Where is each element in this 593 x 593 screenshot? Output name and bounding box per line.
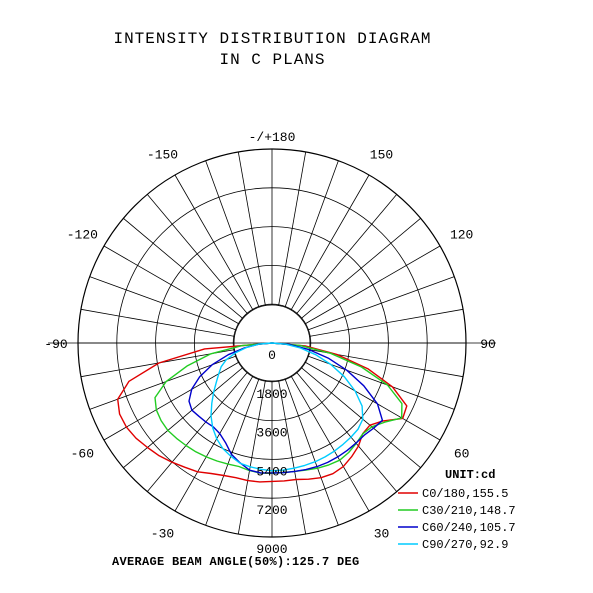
radial-tick-label-1800: 1800 [256, 387, 287, 402]
grid-spoke-120 [304, 245, 441, 325]
chart-title-line-2: IN C PLANS [219, 51, 326, 69]
grid-spoke-30 [290, 375, 370, 512]
grid-spoke-190 [237, 151, 266, 306]
grid-spoke-60 [304, 361, 441, 441]
radial-tick-label-0: 0 [268, 348, 276, 363]
legend-label-2: C60/240,105.7 [422, 521, 516, 535]
chart-title-line-1: INTENSITY DISTRIBUTION DIAGRAM [113, 30, 432, 48]
angle-label-120: 120 [450, 228, 473, 243]
radial-tick-label-9000: 9000 [256, 542, 287, 557]
grid-spoke-170 [278, 151, 307, 306]
grid-spoke-350 [237, 380, 266, 535]
grid-spoke-210 [174, 174, 254, 311]
axis-labels: 0 1800 3600 5400 7200 9000 -/+180 150 -150 120 -12… [44, 130, 496, 557]
grid-spoke-240 [103, 245, 240, 325]
angle-label-neg90: -90 [44, 337, 67, 352]
series-layer [117, 342, 408, 483]
grid-spoke-340 [205, 378, 260, 526]
angle-label-neg150: -150 [147, 147, 178, 162]
grid-spoke-220 [146, 194, 248, 315]
grid-spoke-130 [300, 217, 421, 319]
angle-label-30: 30 [374, 527, 390, 542]
grid-spoke-40 [296, 371, 398, 492]
radial-tick-label-7200: 7200 [256, 503, 287, 518]
average-beam-angle: AVERAGE BEAM ANGLE(50%):125.7 DEG [112, 555, 360, 569]
angle-label-90: 90 [480, 337, 496, 352]
grid-spoke-50 [300, 367, 421, 469]
grid-spoke-230 [123, 217, 244, 319]
grid-spoke-330 [174, 375, 254, 512]
grid-spoke-140 [296, 194, 398, 315]
series-line-0 [117, 342, 408, 483]
series-line-3 [210, 342, 364, 472]
polar-grid [48, 148, 496, 538]
radial-tick-label-3600: 3600 [256, 426, 287, 441]
grid-spoke-20 [284, 378, 339, 526]
grid-spoke-100 [309, 308, 464, 337]
angle-label-60: 60 [454, 447, 470, 462]
grid-spoke-250 [89, 276, 237, 331]
angle-label-180: -/+180 [249, 130, 296, 145]
angle-label-neg30: -30 [151, 527, 174, 542]
legend-unit: UNIT:cd [445, 468, 495, 482]
grid-spoke-320 [146, 371, 248, 492]
grid-spoke-110 [307, 276, 455, 331]
grid-spoke-150 [290, 174, 370, 311]
legend-label-1: C30/210,148.7 [422, 504, 516, 518]
angle-label-neg120: -120 [67, 228, 98, 243]
grid-spoke-160 [284, 160, 339, 308]
radial-tick-label-5400: 5400 [256, 464, 287, 479]
grid-spoke-310 [123, 367, 244, 469]
legend: UNIT:cd C0/180,155.5 C30/210,148.7 C60/240,… [398, 468, 516, 552]
angle-label-150: 150 [370, 147, 393, 162]
grid-spoke-260 [80, 308, 235, 337]
grid-spoke-10 [278, 380, 307, 535]
legend-label-3: C90/270,92.9 [422, 538, 508, 552]
legend-label-0: C0/180,155.5 [422, 487, 508, 501]
series-line-2 [188, 342, 384, 474]
angle-label-neg60: -60 [71, 447, 94, 462]
grid-spoke-200 [205, 160, 260, 308]
